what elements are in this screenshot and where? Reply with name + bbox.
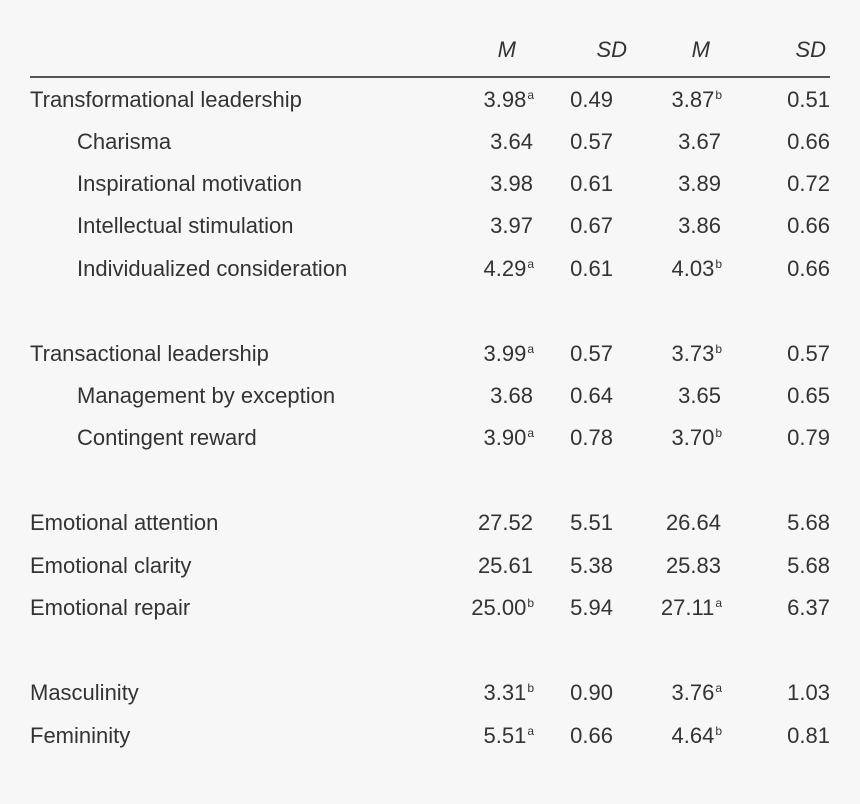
row-label: Emotional clarity (30, 553, 192, 578)
sd-1: 0.67 (570, 213, 613, 238)
sd-2: 1.03 (787, 680, 830, 705)
mean-2: 4.03b (671, 256, 722, 281)
sd-1: 0.64 (570, 383, 613, 408)
superscript: b (715, 426, 722, 440)
row-label: Masculinity (30, 680, 139, 705)
table-row: Contingent reward 3.90a 0.78 3.70b 0.79 (30, 418, 830, 458)
row-label: Charisma (77, 129, 172, 154)
table-row: Femininity 5.51a 0.66 4.64b 0.81 (30, 716, 830, 756)
row-label: Management by exception (77, 383, 336, 408)
mean-2: 25.83 (665, 553, 721, 578)
sd-2: 5.68 (787, 510, 830, 535)
mean-2: 3.76a (671, 680, 722, 705)
sd-2: 0.66 (787, 213, 830, 238)
superscript: a (527, 257, 534, 271)
mean-2: 3.65 (678, 383, 721, 408)
header-m-2: M (691, 37, 710, 62)
mean-1: 3.98 (490, 171, 533, 196)
row-label: Intellectual stimulation (77, 213, 294, 238)
row-label: Inspirational motivation (77, 171, 303, 196)
sd-2: 0.65 (787, 383, 830, 408)
sd-2: 0.81 (787, 723, 830, 748)
sd-2: 6.37 (787, 595, 830, 620)
mean-2: 3.70b (671, 425, 722, 450)
table-row: Emotional attention 27.52 5.51 26.64 5.6… (30, 503, 830, 543)
sd-1: 0.57 (570, 129, 613, 154)
sd-2: 0.72 (787, 171, 830, 196)
table-row: Intellectual stimulation 3.97 0.67 3.86 … (30, 206, 830, 246)
sd-1: 0.78 (570, 425, 613, 450)
superscript: a (527, 342, 534, 356)
mean-1: 3.97 (490, 213, 533, 238)
row-label: Transformational leadership (30, 87, 302, 112)
mean-1: 3.98a (483, 87, 534, 112)
superscript: a (715, 681, 722, 695)
mean-1: 3.99a (483, 341, 534, 366)
superscript: b (527, 596, 534, 610)
table-row: Transformational leadership 3.98a 0.49 3… (30, 80, 830, 120)
sd-1: 0.61 (570, 171, 613, 196)
mean-1: 3.31b (483, 680, 534, 705)
mean-1: 25.00b (471, 595, 534, 620)
table-row: Masculinity 3.31b 0.90 3.76a 1.03 (30, 673, 830, 713)
mean-1: 3.68 (490, 383, 533, 408)
mean-2: 3.73b (671, 341, 722, 366)
mean-2: 3.89 (678, 171, 721, 196)
sd-2: 5.68 (787, 553, 830, 578)
row-label: Emotional repair (30, 595, 191, 620)
table-row: Charisma 3.64 0.57 3.67 0.66 (30, 122, 830, 162)
mean-2: 4.64b (671, 723, 722, 748)
sd-2: 0.51 (787, 87, 830, 112)
sd-1: 5.51 (570, 510, 613, 535)
superscript: a (527, 724, 534, 738)
superscript: b (527, 681, 534, 695)
header-m-1: M (497, 37, 516, 62)
superscript: b (715, 88, 722, 102)
header-sd-2: SD (795, 37, 826, 62)
mean-2: 3.87b (671, 87, 722, 112)
mean-1: 3.90a (483, 425, 534, 450)
mean-1: 25.61 (477, 553, 533, 578)
sd-2: 0.66 (787, 129, 830, 154)
sd-2: 0.57 (787, 341, 830, 366)
mean-2: 3.67 (678, 129, 721, 154)
row-label: Femininity (30, 723, 131, 748)
table-header: M SD M SD (30, 30, 830, 70)
superscript: b (715, 724, 722, 738)
superscript: a (715, 596, 722, 610)
table-row: Inspirational motivation 3.98 0.61 3.89 … (30, 164, 830, 204)
sd-1: 0.61 (570, 256, 613, 281)
table-row: Transactional leadership 3.99a 0.57 3.73… (30, 334, 830, 374)
mean-1: 5.51a (483, 723, 534, 748)
sd-1: 5.94 (570, 595, 613, 620)
mean-2: 26.64 (665, 510, 721, 535)
sd-1: 0.90 (570, 680, 613, 705)
superscript: a (527, 426, 534, 440)
sd-1: 0.57 (570, 341, 613, 366)
sd-2: 0.66 (787, 256, 830, 281)
row-label: Contingent reward (77, 425, 257, 450)
superscript: a (527, 88, 534, 102)
superscript: b (715, 257, 722, 271)
mean-2: 3.86 (678, 213, 721, 238)
mean-1: 4.29a (483, 256, 534, 281)
sd-1: 0.49 (570, 87, 613, 112)
table-row: Emotional clarity 25.61 5.38 25.83 5.68 (30, 546, 830, 586)
sd-2: 0.79 (787, 425, 830, 450)
header-sd-1: SD (596, 37, 627, 62)
mean-2: 27.11a (660, 595, 722, 620)
table-row: Emotional repair 25.00b 5.94 27.11a 6.37 (30, 588, 830, 628)
sd-1: 5.38 (570, 553, 613, 578)
mean-1: 3.64 (490, 129, 533, 154)
row-label: Individualized consideration (77, 256, 348, 281)
mean-1: 27.52 (477, 510, 533, 535)
table-row: Management by exception 3.68 0.64 3.65 0… (30, 376, 830, 416)
header-rule (30, 76, 830, 78)
row-label: Emotional attention (30, 510, 219, 535)
row-label: Transactional leadership (30, 341, 269, 366)
table-row: Individualized consideration 4.29a 0.61 … (30, 249, 830, 289)
superscript: b (715, 342, 722, 356)
sd-1: 0.66 (570, 723, 613, 748)
